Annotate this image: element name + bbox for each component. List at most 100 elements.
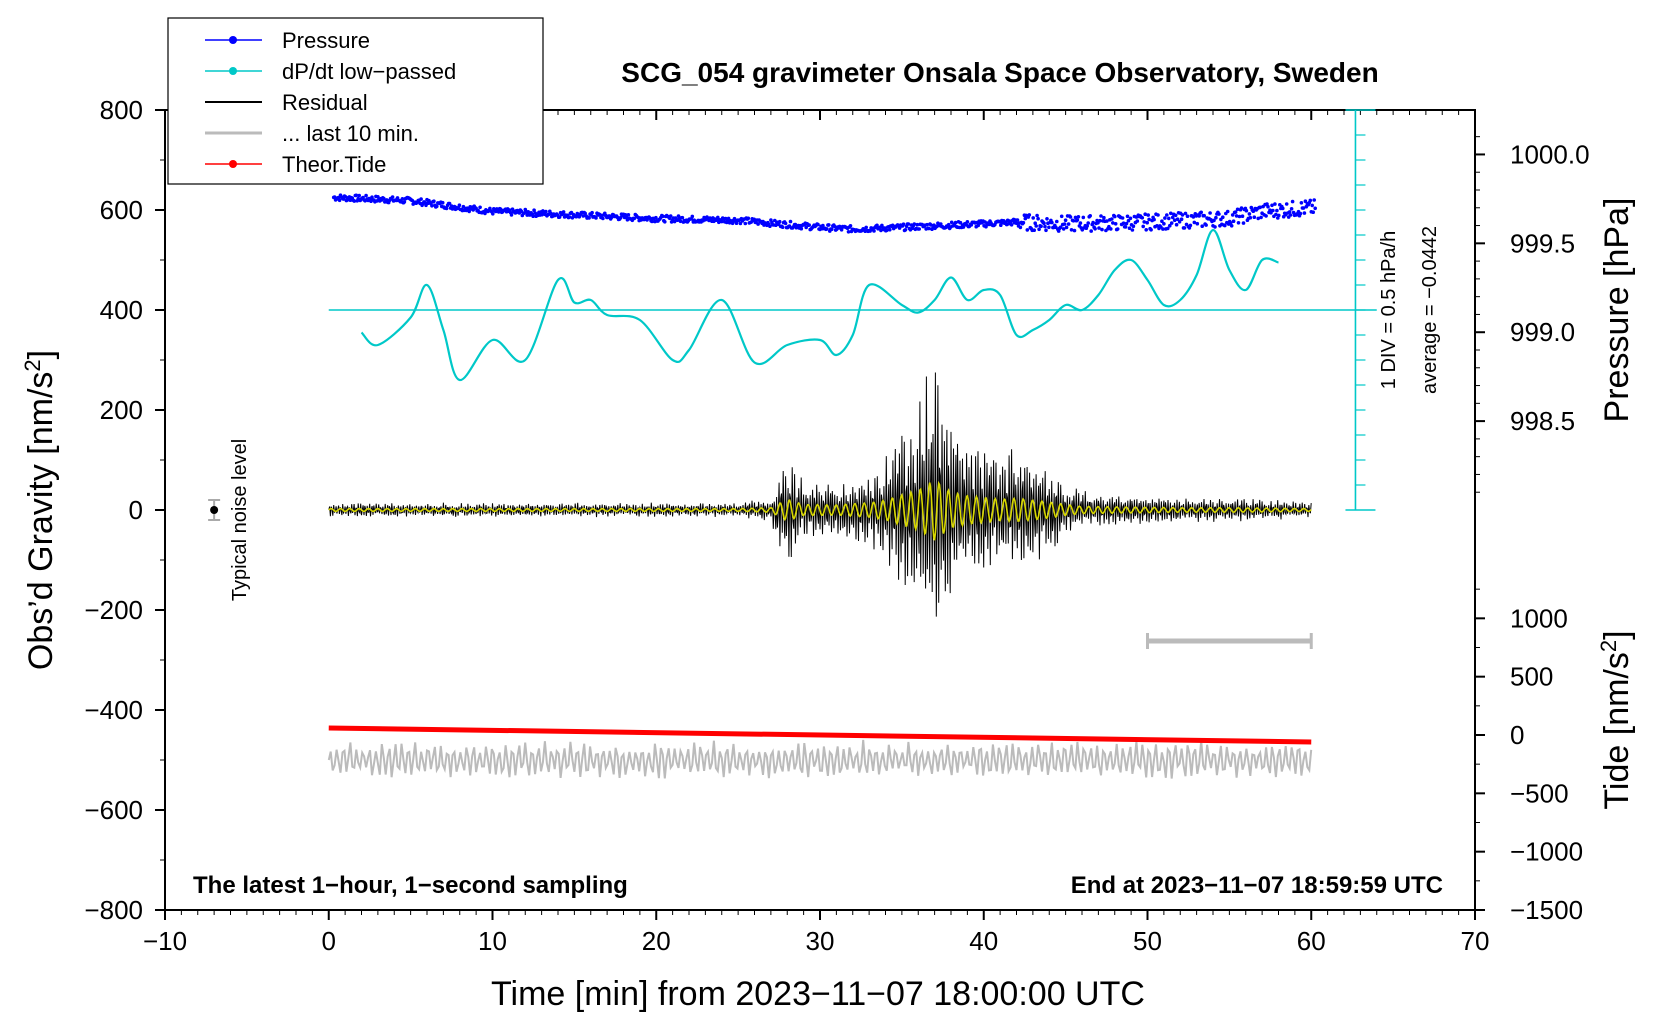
pressure-point <box>839 228 844 232</box>
pressure-point <box>1248 215 1253 220</box>
pressure-point <box>832 224 837 229</box>
pressure-point <box>746 216 751 221</box>
pressure-point <box>1072 228 1077 233</box>
pressure-point <box>561 210 566 214</box>
pressure-point <box>1156 213 1160 217</box>
pressure-point <box>846 230 851 234</box>
pressure-point <box>915 222 920 227</box>
legend-label-2: Residual <box>282 90 368 115</box>
y-tick-label: 400 <box>100 295 143 325</box>
pressure-point <box>738 221 743 226</box>
pressure-point <box>1033 221 1037 225</box>
pressure-point <box>402 200 407 204</box>
pressure-point <box>1043 224 1047 229</box>
pressure-point <box>1284 202 1289 206</box>
x-tick-label: 30 <box>806 926 835 956</box>
pressure-point <box>680 215 685 220</box>
pressure-point <box>1089 229 1093 233</box>
pressure-point <box>1271 208 1275 213</box>
pressure-point <box>1145 220 1149 225</box>
pressure-point <box>1281 206 1285 211</box>
legend-marker-1 <box>229 67 237 75</box>
pressure-point <box>1188 223 1193 228</box>
pressure-point <box>432 199 436 203</box>
pressure-point <box>1223 223 1227 228</box>
pressure-point <box>1144 228 1148 232</box>
pressure-point <box>1165 213 1169 217</box>
pressure-point <box>927 226 931 231</box>
pressure-point <box>1302 211 1307 215</box>
pressure-point <box>953 220 958 225</box>
pressure-point <box>1141 224 1145 229</box>
pressure-point <box>509 213 514 217</box>
last-10-min-series-line <box>327 739 1313 779</box>
y-tick-label: 200 <box>100 395 143 425</box>
pressure-point <box>626 213 631 217</box>
pressure-point <box>354 193 359 198</box>
pressure-point <box>949 220 954 225</box>
pressure-point <box>1032 228 1036 232</box>
tide-tick-label: 0 <box>1510 720 1524 750</box>
pressure-point <box>875 223 879 228</box>
pressure-point <box>435 204 439 209</box>
pressure-point <box>1308 198 1313 203</box>
pressure-point <box>799 226 804 231</box>
pressure-point <box>1100 227 1104 232</box>
pressure-point <box>440 200 445 205</box>
pressure-tick-label: 999.0 <box>1510 317 1575 347</box>
tide-tick-label: 500 <box>1510 662 1553 692</box>
pressure-point <box>830 227 834 231</box>
pressure-point <box>1256 216 1260 221</box>
x-tick-label: 0 <box>322 926 336 956</box>
y-tick-label: 600 <box>100 195 143 225</box>
pressure-point <box>917 227 921 231</box>
pressure-point <box>1213 225 1217 229</box>
pressure-point <box>1252 215 1257 219</box>
pressure-point <box>1105 219 1109 223</box>
pressure-point <box>1180 213 1185 217</box>
legend-marker-4 <box>229 160 237 168</box>
pressure-point <box>1259 215 1263 220</box>
pressure-point <box>885 228 889 233</box>
pressure-point <box>1091 220 1095 225</box>
pressure-point <box>1244 208 1249 213</box>
dpdt-scale-bar <box>1345 109 1376 511</box>
pressure-point <box>793 222 798 227</box>
pressure-point <box>1102 215 1106 220</box>
legend-label-3: ... last 10 min. <box>282 121 419 146</box>
pressure-point <box>1265 202 1269 206</box>
pressure-point <box>1163 216 1167 220</box>
pressure-point <box>1264 214 1268 218</box>
pressure-point <box>1047 225 1051 230</box>
pressure-point <box>1241 221 1246 225</box>
pressure-point <box>848 224 853 228</box>
pressure-point <box>376 195 380 199</box>
pressure-point <box>1273 202 1277 206</box>
pressure-point <box>1027 213 1032 217</box>
pressure-point <box>1175 217 1180 221</box>
pressure-point <box>1099 214 1103 218</box>
pressure-point <box>1235 207 1240 212</box>
pressure-point <box>1063 218 1068 222</box>
pressure-point <box>1123 225 1128 229</box>
pressure-point <box>1290 199 1295 204</box>
pressure-point <box>906 222 911 226</box>
pressure-point <box>1127 226 1132 230</box>
pressure-point <box>1217 212 1221 216</box>
sampling-note: The latest 1−hour, 1−second sampling <box>193 872 628 899</box>
pressure-point <box>1081 215 1086 220</box>
pressure-point <box>958 220 963 225</box>
pressure-point <box>1128 216 1133 221</box>
pressure-point <box>1167 216 1171 221</box>
pressure-point <box>816 222 820 227</box>
pressure-point <box>601 216 605 221</box>
pressure-point <box>1258 205 1262 210</box>
pressure-point <box>1044 228 1048 233</box>
pressure-point <box>1221 215 1225 219</box>
pressure-point <box>780 225 785 229</box>
pressure-point <box>825 227 829 231</box>
pressure-point <box>888 227 892 232</box>
pressure-point <box>1035 213 1039 218</box>
pressure-point <box>1039 224 1043 229</box>
